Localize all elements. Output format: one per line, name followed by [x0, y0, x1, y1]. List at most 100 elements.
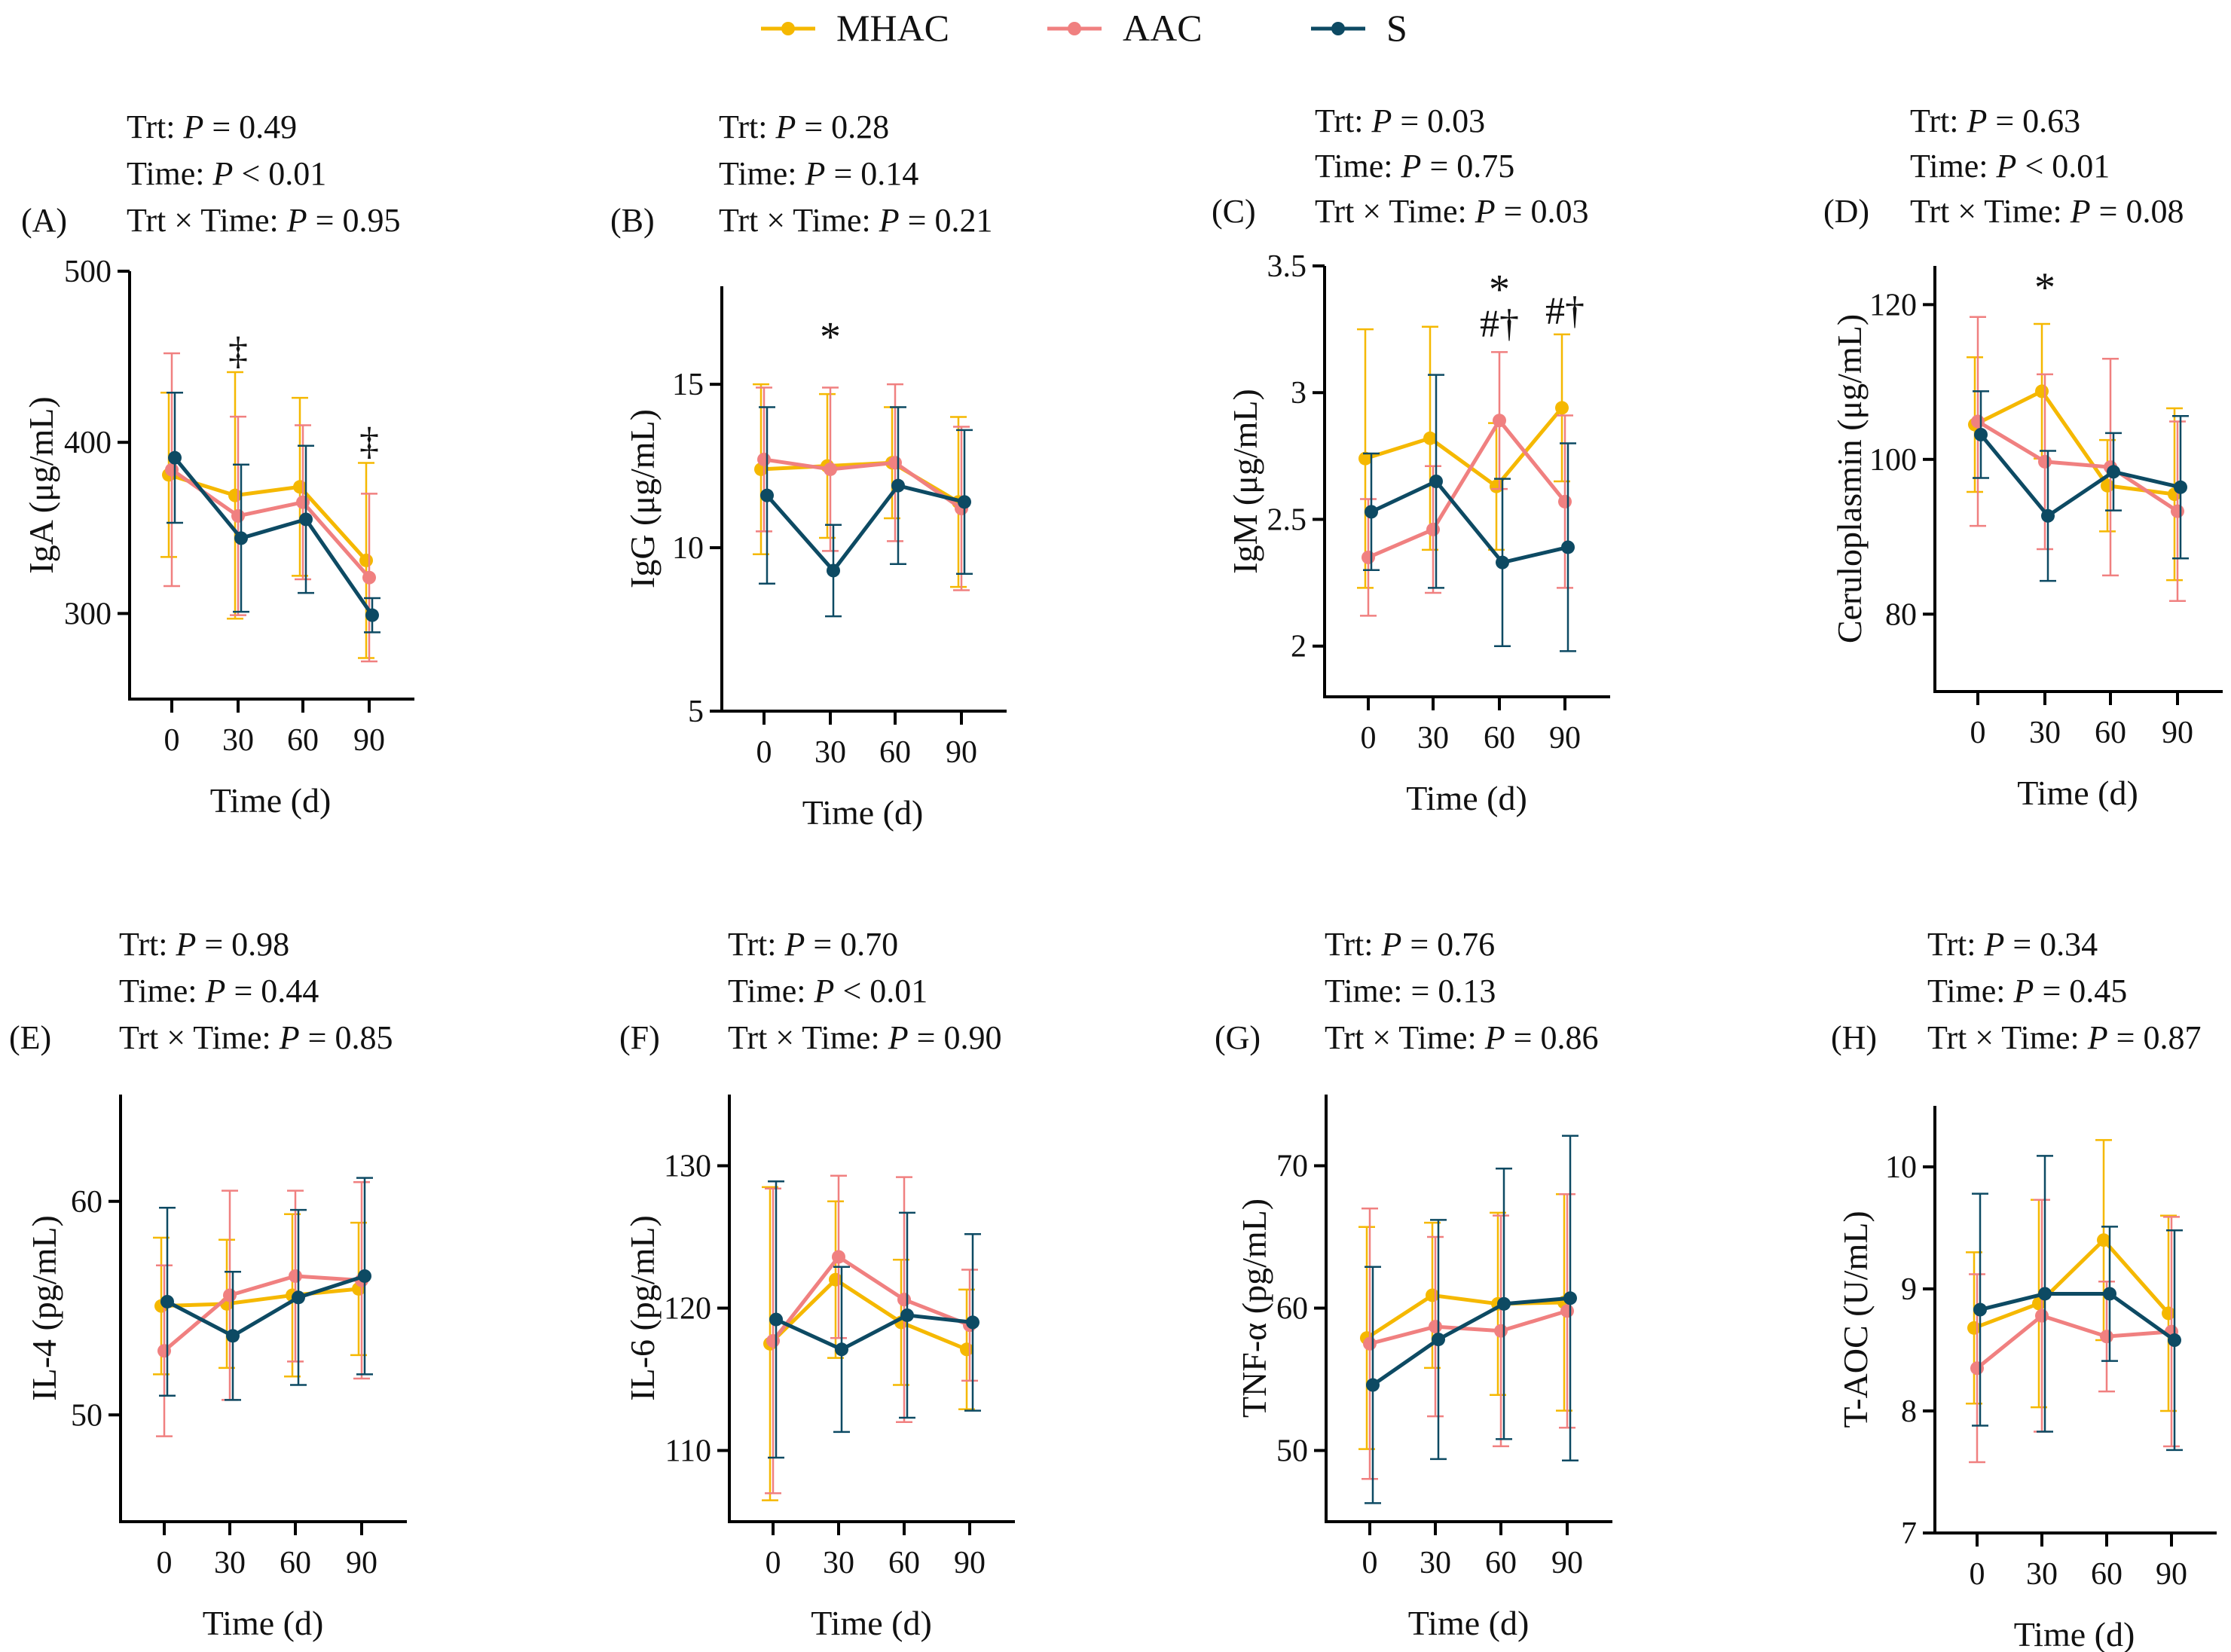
stats-value: = 0.76 — [1401, 926, 1495, 963]
stats-line: Trt: P = 0.49 — [127, 108, 297, 145]
data-point — [165, 463, 179, 477]
stats-value: = 0.75 — [1421, 148, 1514, 185]
y-tick-label: 15 — [672, 368, 704, 402]
series-aac — [1362, 1193, 1575, 1480]
chart-panel-f: (F) Trt: P = 0.70 Time: P < 0.01 Trt × Time… — [619, 926, 1015, 1642]
stats-label: Trt: — [119, 926, 176, 963]
legend-label: MHAC — [836, 7, 949, 49]
legend-marker — [1331, 22, 1345, 35]
data-point — [2038, 1287, 2052, 1301]
x-tick-label: 30 — [222, 723, 254, 758]
data-point — [2100, 1330, 2113, 1344]
x-tick-label: 60 — [2095, 716, 2126, 750]
significance-marker: * — [2034, 264, 2055, 311]
x-axis-label: Time (d) — [1408, 1604, 1530, 1642]
stats-value: = 0.90 — [909, 1019, 1002, 1056]
panel-label: (B) — [610, 202, 655, 239]
stats-value: = 0.45 — [2034, 973, 2127, 1009]
significance-marker: #† — [1545, 290, 1585, 333]
chart-panel-g: (G) Trt: P = 0.76 Time: = 0.13 Trt × Time: … — [1215, 926, 1612, 1642]
x-tick-label: 0 — [766, 1546, 781, 1580]
x-tick-label: 0 — [1361, 721, 1377, 756]
stats-p-symbol: P — [212, 155, 234, 192]
stats-line: Trt × Time: P = 0.90 — [728, 1019, 1001, 1056]
stats-line: Trt: P = 0.34 — [1927, 926, 2098, 963]
x-tick-label: 90 — [2162, 716, 2193, 750]
data-point — [824, 462, 837, 476]
panel-label: (E) — [9, 1019, 51, 1056]
x-tick-label: 90 — [346, 1546, 377, 1580]
chart-panel-e: (E) Trt: P = 0.98 Time: P = 0.44 Trt × Time… — [9, 926, 407, 1642]
data-point — [228, 488, 242, 502]
series-line — [1976, 420, 2179, 513]
data-point — [1973, 1302, 1987, 1317]
y-tick-label: 110 — [665, 1434, 711, 1469]
series-s — [167, 392, 380, 634]
stats-label: Trt × Time: — [1927, 1019, 2088, 1056]
series-aac — [164, 352, 377, 663]
series-line — [1365, 406, 1563, 489]
stats-value: = 0.03 — [1392, 102, 1485, 139]
data-point — [760, 488, 774, 502]
series-line — [168, 472, 368, 562]
stats-label: Trt: — [728, 926, 784, 963]
stats-label: Trt: — [1325, 926, 1381, 963]
y-axis-label: IgA (μg/mL) — [22, 396, 60, 573]
data-point — [1363, 1336, 1377, 1351]
stats-line: Trt × Time: P = 0.21 — [719, 202, 992, 239]
x-tick-label: 30 — [1417, 721, 1449, 756]
chart-panel-d: (D) Trt: P = 0.63 Time: P < 0.01 Trt × Time… — [1823, 102, 2223, 812]
data-point — [1494, 1324, 1508, 1338]
x-tick-label: 60 — [1485, 1546, 1517, 1580]
data-point — [1970, 1361, 1984, 1376]
y-tick-label: 50 — [71, 1398, 102, 1433]
data-point — [157, 1344, 171, 1358]
x-tick-label: 0 — [164, 723, 180, 758]
data-point — [2171, 504, 2184, 518]
series-s — [1365, 1134, 1579, 1504]
stats-label: Time: — [1315, 148, 1401, 185]
y-axis-label: IL-6 (pg/mL) — [623, 1215, 662, 1401]
y-axis-label: IL-4 (pg/mL) — [25, 1215, 63, 1401]
data-point — [827, 563, 840, 578]
y-axis-label: Ceruloplasmin (μg/mL) — [1830, 314, 1869, 643]
stats-label: Trt: — [1927, 926, 1984, 963]
series-line — [163, 1274, 362, 1353]
series-aac — [1360, 351, 1573, 617]
stats-p-symbol: P — [2070, 193, 2091, 230]
x-tick-label: 30 — [1420, 1546, 1451, 1580]
stats-value: = 0.44 — [225, 973, 319, 1009]
data-point — [293, 480, 307, 494]
data-point — [769, 1312, 783, 1327]
data-point — [2174, 480, 2187, 494]
stats-p-symbol: P — [888, 1019, 909, 1056]
stats-p-symbol: P — [805, 155, 826, 192]
significance-marker: #† — [1480, 302, 1519, 345]
chart-panel-c: (C) Trt: P = 0.03 Time: P = 0.75 Trt × Time… — [1212, 102, 1610, 817]
x-tick-label: 60 — [888, 1546, 920, 1580]
data-point — [757, 452, 771, 466]
stats-value: = 0.34 — [2004, 926, 2098, 963]
stats-line: Time: P < 0.01 — [728, 973, 928, 1009]
series-mhac — [1358, 1193, 1572, 1450]
stats-p-symbol: P — [182, 108, 203, 145]
data-point — [1496, 555, 1509, 569]
stats-label: Time: — [1910, 148, 1997, 185]
data-point — [1558, 494, 1572, 508]
stats-value: < 0.01 — [2016, 148, 2110, 185]
stats-label: Time: — [127, 155, 213, 192]
series-line — [769, 1278, 967, 1351]
series-line — [760, 460, 960, 504]
significance-marker: ‡ — [359, 420, 379, 463]
series-line — [1976, 1314, 2172, 1370]
data-point — [1362, 550, 1375, 564]
data-point — [2097, 1233, 2110, 1247]
data-point — [1429, 1320, 1442, 1334]
data-point — [226, 1329, 240, 1343]
series-line — [160, 1287, 359, 1308]
x-tick-label: 60 — [879, 735, 911, 770]
y-tick-label: 10 — [672, 531, 704, 566]
y-tick-label: 300 — [64, 597, 112, 631]
panel-label: (A) — [21, 202, 67, 239]
